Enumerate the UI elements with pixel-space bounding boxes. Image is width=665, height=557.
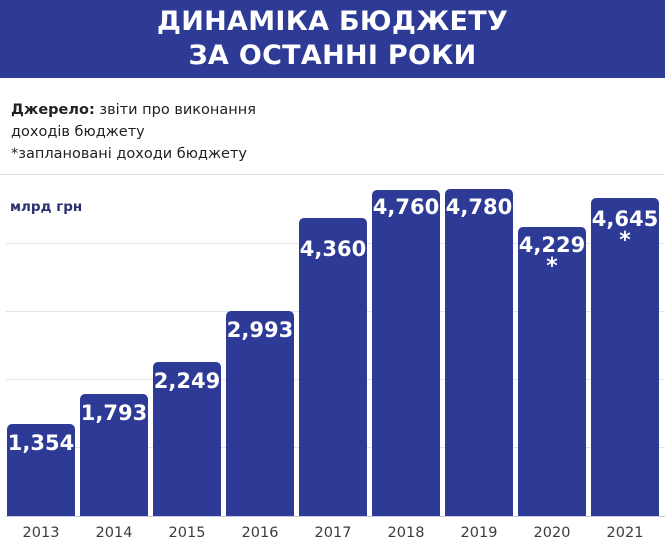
- planned-asterisk: *: [546, 254, 558, 279]
- x-tick-label: 2020: [533, 525, 571, 541]
- bar-value: 4,780: [445, 195, 513, 219]
- title-line-2: ЗА ОСТАННІ РОКИ: [188, 40, 477, 71]
- x-tick-label: 2019: [460, 525, 498, 541]
- title-line-1: ДИНАМІКА БЮДЖЕТУ: [156, 6, 509, 37]
- bar-2021: 4,645 *: [591, 198, 659, 516]
- source-note: Джерело: звіти про виконання доходів бюд…: [11, 99, 331, 165]
- bar-2018: 4,760: [372, 190, 440, 516]
- planned-asterisk: *: [619, 228, 631, 253]
- bar-2013: 1,354: [7, 424, 75, 516]
- x-tick-label: 2013: [22, 525, 60, 541]
- bar-2019: 4,780: [445, 189, 513, 516]
- bar-value: 4,760: [372, 195, 440, 219]
- source-label: Джерело:: [11, 102, 95, 118]
- source-text-2: доходів бюджету: [11, 124, 145, 140]
- x-tick-label: 2015: [168, 525, 206, 541]
- bar-2016: 2,993: [226, 311, 294, 516]
- bar-value: 1,354: [7, 431, 75, 455]
- chart-header: ДИНАМІКА БЮДЖЕТУ ЗА ОСТАННІ РОКИ: [0, 0, 665, 78]
- bar-value: 2,249: [153, 369, 221, 393]
- separator: [0, 174, 665, 175]
- planned-note: *заплановані доходи бюджету: [11, 146, 247, 162]
- bar-value: 4,229: [518, 233, 586, 257]
- y-axis-unit-label: млрд грн: [10, 199, 83, 215]
- x-tick-label: 2014: [95, 525, 133, 541]
- bar-2015: 2,249: [153, 362, 221, 516]
- x-tick-label: 2017: [314, 525, 352, 541]
- bar-2017: 4,360: [299, 218, 367, 516]
- x-axis-baseline: [6, 516, 665, 517]
- x-tick-label: 2021: [606, 525, 644, 541]
- bar-value: 4,645: [591, 207, 659, 231]
- bar-2020: 4,229 *: [518, 227, 586, 516]
- bar-value: 2,993: [226, 318, 294, 342]
- x-tick-label: 2018: [387, 525, 425, 541]
- bar-2014: 1,793: [80, 394, 148, 516]
- x-tick-label: 2016: [241, 525, 279, 541]
- source-text-1: звіти про виконання: [94, 102, 256, 118]
- bar-value: 1,793: [80, 401, 148, 425]
- bar-value: 4,360: [299, 237, 367, 261]
